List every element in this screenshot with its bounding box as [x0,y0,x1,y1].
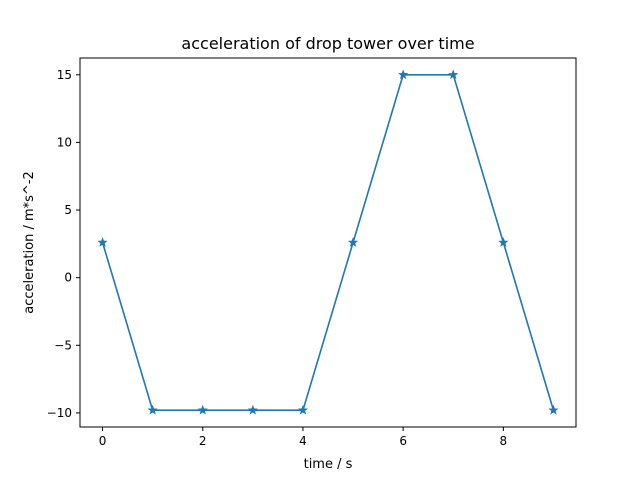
y-axis-ticks: −10 −5 0 5 10 15 [47,68,80,420]
data-point-star [498,237,509,247]
data-point-star [247,404,258,415]
y-tick-label: 15 [57,68,72,82]
x-tick-label: 0 [99,434,107,448]
y-tick-label: −5 [54,338,72,352]
y-tick-label: 0 [64,271,72,285]
y-axis-label: acceleration / m*s^-2 [22,171,37,314]
y-tick-label: 5 [64,203,72,217]
data-point-star [147,404,158,415]
y-tick-label: −10 [47,406,72,420]
x-tick-label: 4 [299,434,307,448]
x-axis-ticks: 0 2 4 6 8 [99,427,507,448]
x-tick-label: 2 [199,434,207,448]
data-point-star [548,404,559,415]
data-point-star [448,69,459,80]
data-point-star [297,404,309,415]
y-tick-label: 10 [57,135,72,149]
series-line [101,73,555,412]
x-tick-label: 8 [500,434,508,448]
x-axis-label: time / s [304,457,353,472]
series-layer [97,69,559,415]
chart-title: acceleration of drop tower over time [181,34,474,53]
data-point-star [197,404,208,415]
data-point-star [97,237,108,247]
x-tick-label: 6 [399,434,407,448]
data-point-star [398,69,409,80]
data-point-star [347,237,359,247]
plot-frame [79,57,577,428]
